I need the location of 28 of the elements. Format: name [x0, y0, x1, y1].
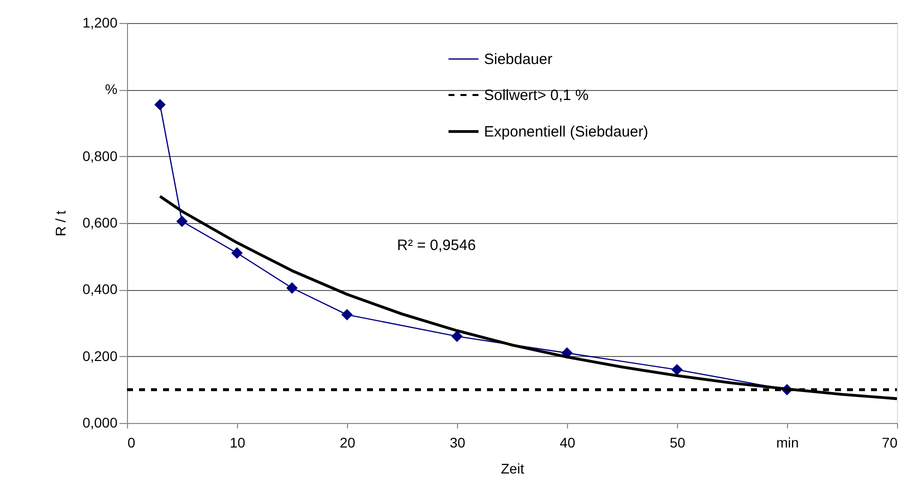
point: [671, 364, 683, 376]
y-tick-label: 0,600: [82, 214, 118, 230]
x-tick-label: 30: [450, 434, 466, 450]
point: [451, 330, 463, 342]
x-tick-label: 20: [340, 434, 356, 450]
x-tick-label: 40: [560, 434, 576, 450]
x-tick-label: 70: [882, 434, 898, 450]
point: [341, 308, 353, 320]
x-tick-label: 0: [128, 434, 136, 450]
point: [231, 247, 243, 259]
y-tick-label: %: [105, 81, 118, 98]
y-tick-label: 0,800: [82, 148, 118, 164]
legend-label: Exponentiell (Siebdauer): [484, 124, 648, 140]
legend-label: Sollwert> 0,1 %: [484, 87, 589, 104]
y-axis-title: R / t: [52, 210, 68, 236]
x-tick-label: 50: [670, 434, 686, 450]
y-tick-label: 0,000: [82, 414, 118, 430]
point: [176, 216, 188, 228]
y-tick-label: 1,200: [82, 14, 118, 30]
x-tick-label: 10: [230, 434, 246, 450]
legend-label: Siebdauer: [484, 51, 552, 68]
point: [286, 282, 298, 294]
x-tick-label: min: [776, 434, 799, 450]
point: [154, 98, 166, 110]
annotation: R² = 0,9546: [397, 237, 476, 254]
y-tick-label: 0,200: [82, 348, 118, 364]
x-axis-title: Zeit: [500, 460, 524, 476]
y-tick-label: 0,400: [82, 281, 118, 298]
